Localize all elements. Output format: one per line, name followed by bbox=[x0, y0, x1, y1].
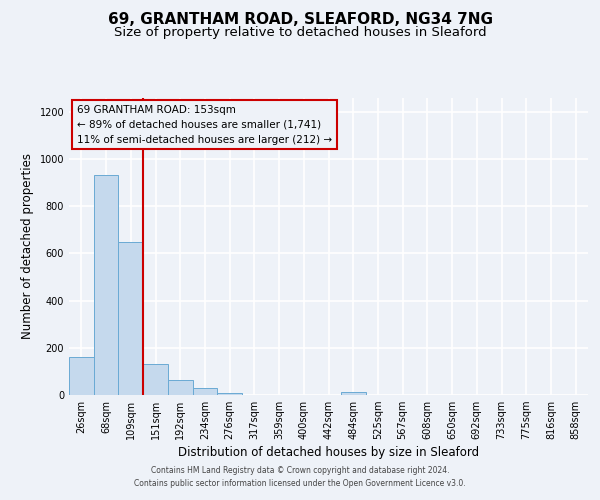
Bar bbox=[143, 364, 168, 395]
Text: Size of property relative to detached houses in Sleaford: Size of property relative to detached ho… bbox=[113, 26, 487, 39]
Y-axis label: Number of detached properties: Number of detached properties bbox=[21, 153, 34, 340]
Bar bbox=[69, 357, 94, 395]
Bar bbox=[217, 392, 242, 395]
Bar bbox=[341, 392, 365, 395]
Text: 69 GRANTHAM ROAD: 153sqm
← 89% of detached houses are smaller (1,741)
11% of sem: 69 GRANTHAM ROAD: 153sqm ← 89% of detach… bbox=[77, 105, 332, 144]
Text: 69, GRANTHAM ROAD, SLEAFORD, NG34 7NG: 69, GRANTHAM ROAD, SLEAFORD, NG34 7NG bbox=[107, 12, 493, 28]
Bar bbox=[168, 380, 193, 395]
Bar bbox=[94, 176, 118, 395]
Bar bbox=[118, 242, 143, 395]
Text: Contains HM Land Registry data © Crown copyright and database right 2024.
Contai: Contains HM Land Registry data © Crown c… bbox=[134, 466, 466, 487]
Bar bbox=[193, 388, 217, 395]
X-axis label: Distribution of detached houses by size in Sleaford: Distribution of detached houses by size … bbox=[178, 446, 479, 460]
